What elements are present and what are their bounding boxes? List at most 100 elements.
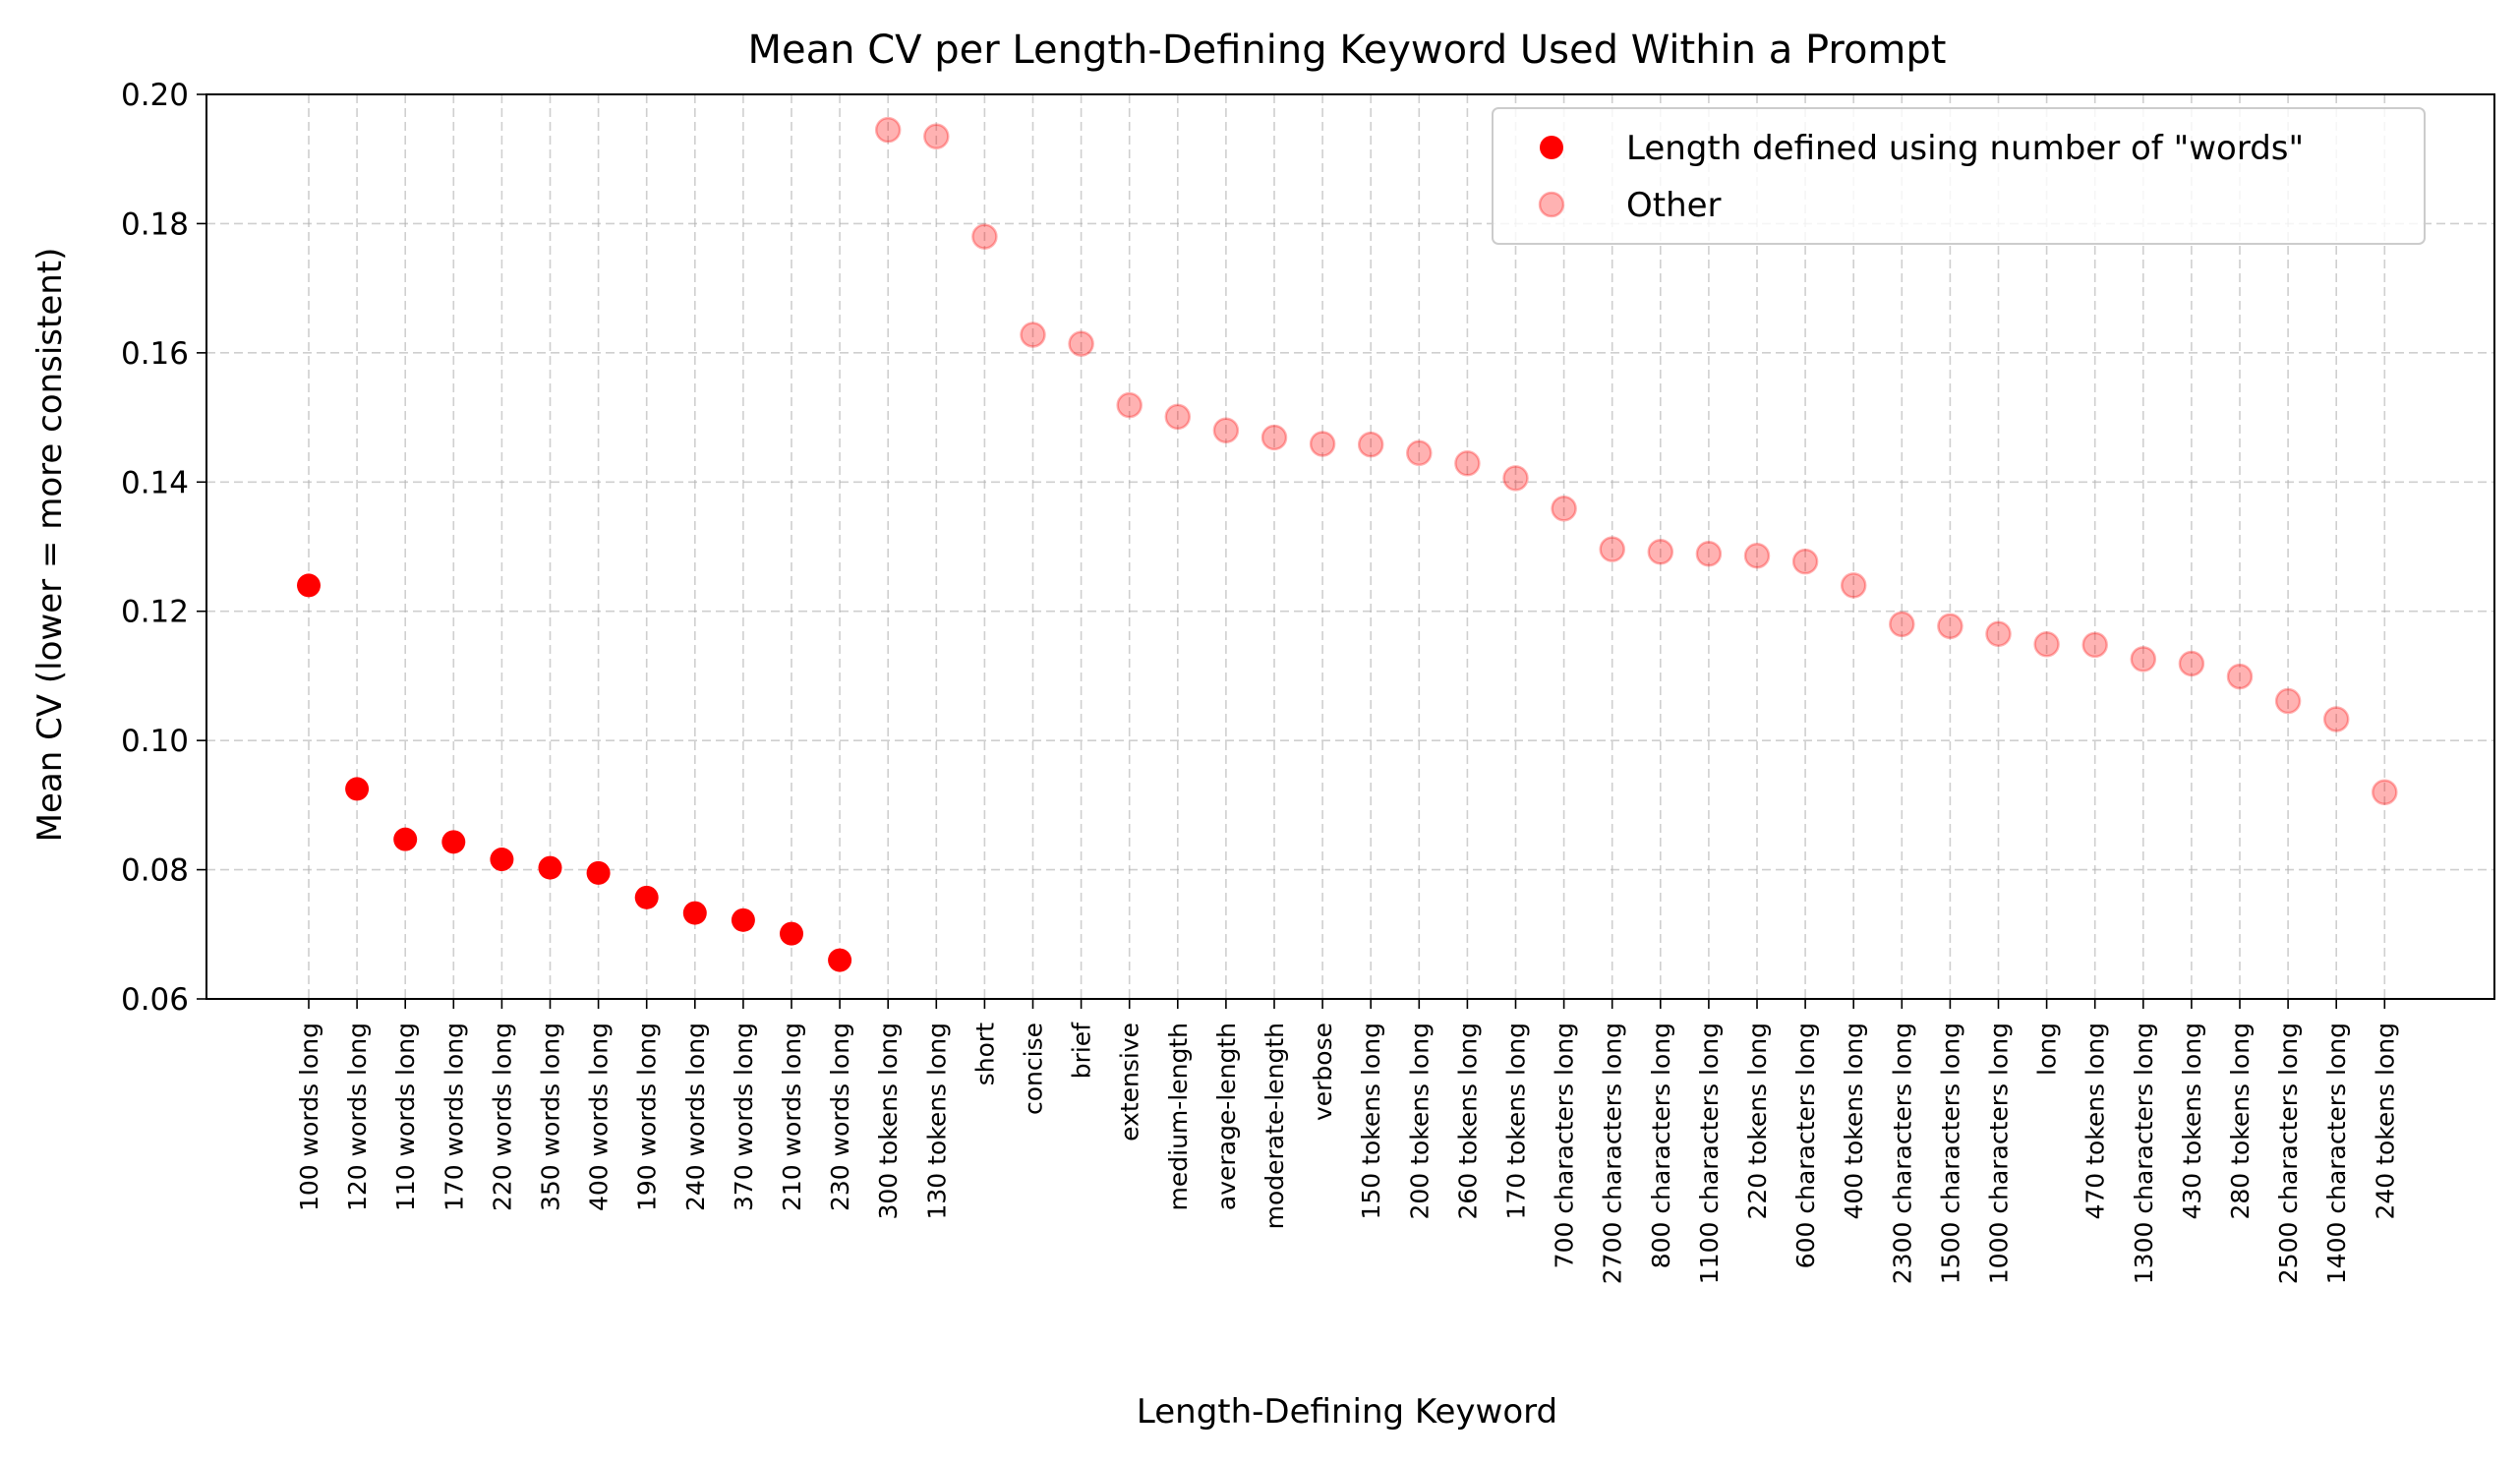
data-point-other	[2081, 631, 2108, 659]
x-tick-label: 800 characters long	[1647, 1023, 1675, 1268]
x-tick-label: 2500 characters long	[2274, 1023, 2303, 1284]
data-point-other	[1502, 465, 1529, 492]
x-tick-label: 260 tokens long	[1453, 1023, 1482, 1220]
data-point-other	[1743, 542, 1771, 569]
x-tick-label: 1400 characters long	[2322, 1023, 2351, 1284]
data-point-other	[1020, 322, 1046, 348]
legend-marker-other	[1538, 191, 1565, 218]
x-tick-label: average-length	[1212, 1023, 1241, 1210]
data-point-other	[874, 116, 902, 144]
x-tick-label: verbose	[1309, 1023, 1337, 1121]
x-tick-label: 1500 characters long	[1936, 1023, 1964, 1284]
data-point-other	[1791, 548, 1819, 575]
data-point-other	[1695, 540, 1723, 567]
y-axis-ticks: 0.06 0.08 0.10 0.12 0.14 0.16 0.18 0.20	[121, 78, 206, 1018]
x-tick-label: moderate-length	[1260, 1023, 1289, 1229]
plot-frame	[205, 93, 2495, 1000]
data-point-words	[828, 948, 852, 972]
data-point-other	[2274, 687, 2302, 715]
y-tick-label: 0.18	[121, 206, 189, 242]
x-tick-label: 600 characters long	[1791, 1023, 1820, 1268]
x-tick-label: 1300 characters long	[2130, 1023, 2158, 1284]
x-tick-label: short	[970, 1023, 999, 1085]
data-point-other	[2372, 779, 2398, 805]
x-tick-label: 400 tokens long	[1840, 1023, 1868, 1220]
x-tick-label: 230 words long	[826, 1023, 854, 1211]
y-tick-label: 0.14	[121, 465, 189, 500]
data-point-other	[1309, 431, 1336, 457]
x-tick-label: 1000 characters long	[1985, 1023, 2014, 1284]
y-tick-label: 0.10	[121, 724, 189, 759]
x-tick-label: 2300 characters long	[1888, 1023, 1916, 1284]
x-tick-label: 200 tokens long	[1405, 1023, 1434, 1220]
x-tick-label: 700 characters long	[1551, 1023, 1579, 1268]
x-tick-label: 170 words long	[440, 1023, 468, 1211]
data-point-other	[2033, 630, 2060, 658]
data-point-other	[1937, 613, 1963, 640]
data-point-other	[923, 123, 950, 149]
data-point-other	[2130, 646, 2157, 673]
data-point-words	[345, 777, 370, 801]
data-point-other	[1116, 391, 1143, 419]
x-tick-label: 370 words long	[730, 1023, 758, 1211]
legend-label-words: Length defined using number of "words"	[1626, 129, 2304, 168]
x-axis-ticks: 100 words long 120 words long 110 words lo…	[295, 999, 2399, 1284]
x-tick-label: 120 words long	[343, 1023, 372, 1211]
x-tick-label: 430 tokens long	[2178, 1023, 2206, 1220]
data-point-words	[441, 830, 466, 854]
data-point-other	[1357, 431, 1384, 458]
data-point-other	[2322, 706, 2350, 732]
data-point-words	[393, 827, 418, 851]
y-tick-label: 0.20	[121, 78, 189, 113]
data-point-words	[634, 885, 659, 909]
x-tick-label: 110 words long	[391, 1023, 420, 1211]
data-point-other	[1647, 539, 1674, 565]
y-tick-label: 0.16	[121, 336, 189, 372]
data-point-words	[780, 921, 803, 946]
x-tick-label: medium-length	[1164, 1023, 1193, 1210]
data-point-other	[1406, 439, 1433, 466]
y-tick-label: 0.12	[121, 595, 189, 630]
data-point-other	[1068, 330, 1094, 357]
legend-box	[1492, 107, 2426, 245]
data-point-words	[682, 901, 707, 925]
data-point-other	[1164, 403, 1192, 431]
x-tick-label: concise	[1020, 1023, 1048, 1115]
x-tick-label: 280 tokens long	[2226, 1023, 2255, 1220]
data-point-other	[1985, 620, 2012, 647]
x-tick-label: long	[2033, 1023, 2062, 1076]
data-point-words	[586, 860, 611, 885]
x-tick-label: 240 words long	[681, 1023, 710, 1211]
x-tick-label: extensive	[1116, 1023, 1144, 1141]
data-point-other	[1454, 449, 1481, 477]
x-tick-label: 220 tokens long	[1743, 1023, 1772, 1220]
x-axis-label: Length-Defining Keyword	[1137, 1392, 1557, 1432]
data-point-other	[2226, 663, 2254, 690]
y-tick-label: 0.08	[121, 853, 189, 889]
x-tick-label: 150 tokens long	[1357, 1023, 1385, 1220]
x-tick-label: 2700 characters long	[1599, 1023, 1627, 1284]
data-point-other	[1599, 536, 1625, 562]
legend-label-other: Other	[1626, 186, 1722, 225]
data-point-words	[490, 848, 514, 872]
x-tick-label: 470 tokens long	[2081, 1023, 2110, 1220]
x-tick-label: 100 words long	[295, 1023, 323, 1211]
x-tick-label: 300 tokens long	[874, 1023, 903, 1220]
data-point-other	[1889, 611, 1915, 638]
data-point-words	[538, 855, 562, 880]
data-point-words	[297, 573, 321, 598]
legend: Length defined using number of "words" O…	[1492, 107, 2426, 245]
chart-title: Mean CV per Length-Defining Keyword Used…	[748, 28, 1947, 73]
data-point-other	[1840, 572, 1867, 599]
x-tick-label: 190 words long	[633, 1023, 662, 1211]
x-tick-label: 130 tokens long	[922, 1023, 951, 1220]
y-tick-label: 0.06	[121, 982, 189, 1018]
y-axis-label: Mean CV (lower = more consistent)	[30, 248, 70, 843]
x-tick-label: 350 words long	[537, 1023, 565, 1211]
data-point-other	[1212, 417, 1240, 443]
x-tick-label: 220 words long	[488, 1023, 516, 1211]
x-tick-label: 1100 characters long	[1695, 1023, 1724, 1284]
x-tick-label: brief	[1068, 1022, 1096, 1079]
x-tick-label: 170 tokens long	[1502, 1023, 1531, 1220]
